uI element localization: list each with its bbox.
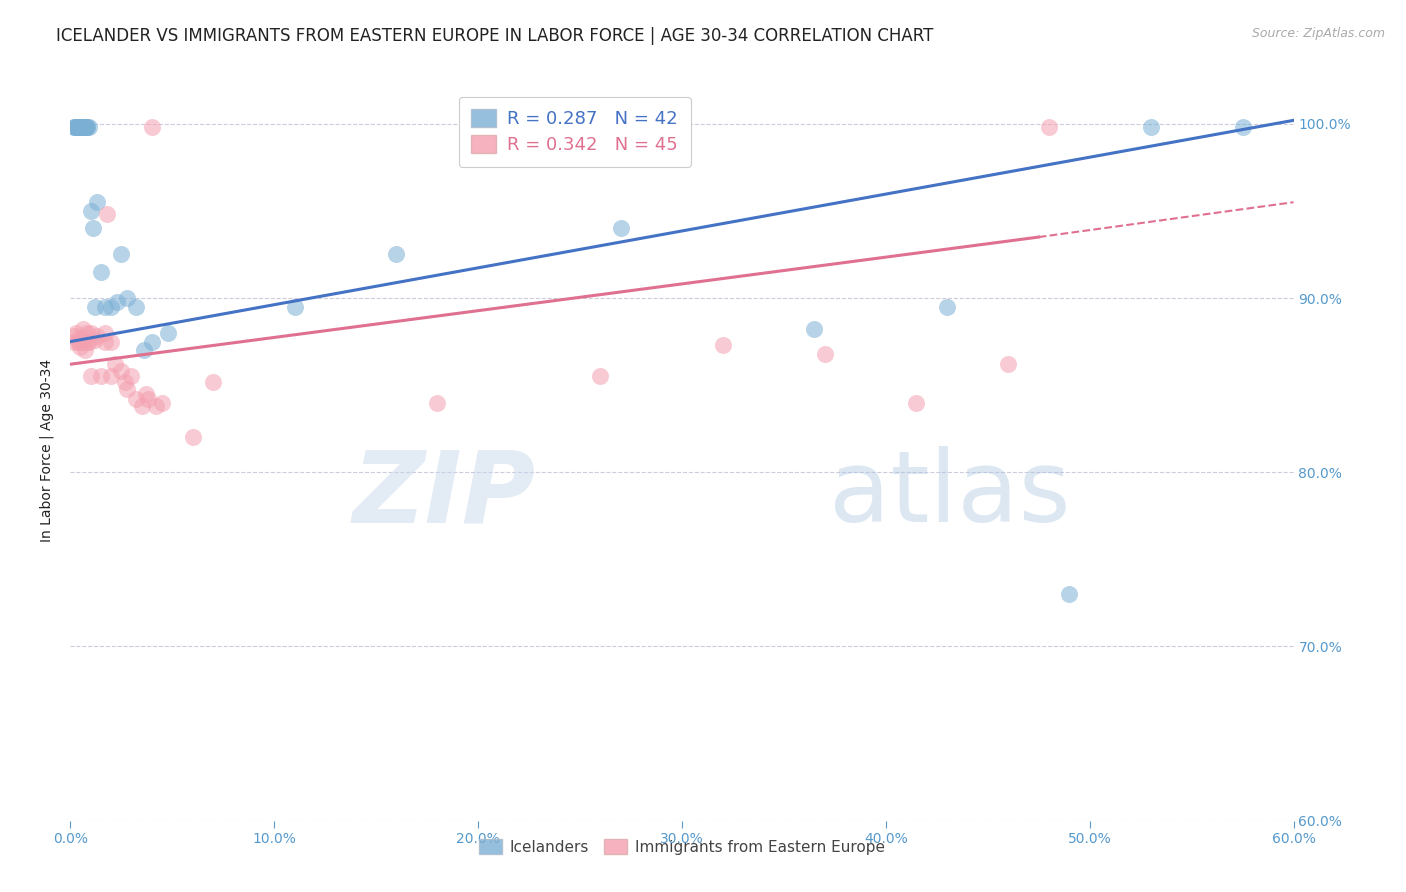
Point bbox=[65, 120, 87, 135]
Point bbox=[150, 395, 173, 409]
Point bbox=[1232, 120, 1254, 135]
Point bbox=[65, 120, 87, 135]
Point bbox=[90, 265, 112, 279]
Point bbox=[589, 369, 612, 384]
Point bbox=[90, 369, 112, 384]
Point bbox=[83, 333, 105, 347]
Point bbox=[76, 120, 98, 135]
Point bbox=[145, 399, 167, 413]
Point bbox=[63, 120, 86, 135]
Point bbox=[69, 120, 91, 135]
Point bbox=[117, 382, 139, 396]
Point bbox=[426, 395, 449, 409]
Point bbox=[803, 322, 825, 336]
Point bbox=[94, 300, 117, 314]
Point bbox=[73, 120, 96, 135]
Point bbox=[124, 300, 146, 314]
Point bbox=[997, 357, 1019, 371]
Point bbox=[96, 207, 118, 221]
Point bbox=[79, 369, 103, 384]
Point bbox=[83, 300, 105, 314]
Point bbox=[86, 195, 108, 210]
Point bbox=[63, 329, 86, 343]
Point bbox=[69, 120, 91, 135]
Point bbox=[100, 334, 122, 349]
Point bbox=[77, 120, 100, 135]
Point bbox=[82, 221, 104, 235]
Point bbox=[67, 334, 90, 349]
Point bbox=[141, 120, 163, 135]
Point bbox=[131, 399, 153, 413]
Point bbox=[69, 340, 91, 354]
Point bbox=[905, 395, 928, 409]
Point bbox=[105, 294, 128, 309]
Point bbox=[76, 326, 98, 340]
Point bbox=[124, 392, 146, 406]
Point bbox=[104, 357, 127, 371]
Point bbox=[94, 334, 117, 349]
Point bbox=[72, 334, 94, 349]
Point bbox=[76, 334, 98, 349]
Point bbox=[73, 120, 96, 135]
Point bbox=[72, 322, 94, 336]
Point bbox=[110, 247, 132, 261]
Point bbox=[121, 369, 143, 384]
Point bbox=[72, 331, 94, 345]
Point bbox=[69, 120, 91, 135]
Point bbox=[1139, 120, 1161, 135]
Point bbox=[813, 347, 835, 361]
Point bbox=[67, 120, 90, 135]
Point bbox=[67, 120, 90, 135]
Point bbox=[69, 334, 91, 349]
Point bbox=[100, 369, 122, 384]
Point bbox=[73, 343, 96, 358]
Point bbox=[711, 338, 734, 352]
Point bbox=[114, 375, 136, 389]
Point bbox=[610, 221, 633, 235]
Point bbox=[69, 331, 91, 345]
Point bbox=[100, 300, 122, 314]
Point bbox=[79, 203, 103, 218]
Point bbox=[157, 326, 180, 340]
Point bbox=[69, 120, 91, 135]
Point bbox=[284, 300, 307, 314]
Text: ICELANDER VS IMMIGRANTS FROM EASTERN EUROPE IN LABOR FORCE | AGE 30-34 CORRELATI: ICELANDER VS IMMIGRANTS FROM EASTERN EUR… bbox=[56, 27, 934, 45]
Point bbox=[936, 300, 959, 314]
Y-axis label: In Labor Force | Age 30-34: In Labor Force | Age 30-34 bbox=[39, 359, 55, 542]
Point bbox=[72, 120, 94, 135]
Point bbox=[94, 326, 117, 340]
Point bbox=[202, 375, 225, 389]
Point bbox=[1057, 587, 1080, 601]
Point bbox=[73, 120, 96, 135]
Point bbox=[77, 334, 100, 349]
Legend: Icelanders, Immigrants from Eastern Europe: Icelanders, Immigrants from Eastern Euro… bbox=[472, 833, 891, 861]
Point bbox=[67, 120, 90, 135]
Point bbox=[110, 364, 132, 378]
Point bbox=[181, 430, 204, 444]
Point bbox=[141, 334, 163, 349]
Text: Source: ZipAtlas.com: Source: ZipAtlas.com bbox=[1251, 27, 1385, 40]
Point bbox=[117, 291, 139, 305]
Point bbox=[136, 392, 159, 406]
Point bbox=[132, 343, 155, 358]
Point bbox=[76, 120, 98, 135]
Point bbox=[86, 329, 108, 343]
Point bbox=[79, 326, 103, 340]
Point bbox=[385, 247, 408, 261]
Point bbox=[63, 334, 86, 349]
Point bbox=[63, 120, 86, 135]
Point bbox=[1038, 120, 1060, 135]
Point bbox=[65, 326, 87, 340]
Point bbox=[67, 120, 90, 135]
Text: atlas: atlas bbox=[828, 446, 1070, 543]
Point bbox=[135, 387, 157, 401]
Point bbox=[73, 120, 96, 135]
Text: ZIP: ZIP bbox=[352, 446, 536, 543]
